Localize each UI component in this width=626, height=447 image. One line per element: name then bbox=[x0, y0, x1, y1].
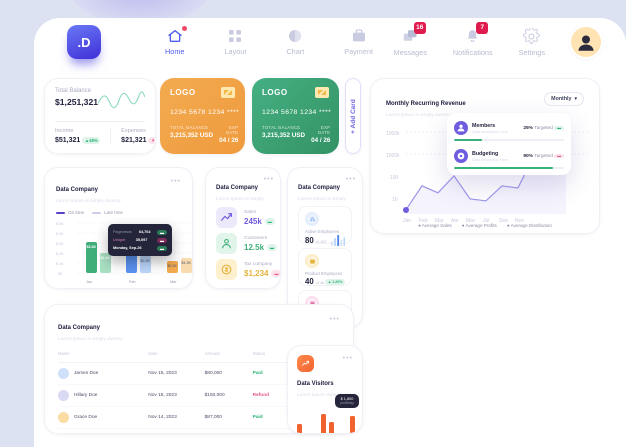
svg-text:10: 10 bbox=[392, 197, 398, 203]
svg-text:Apr: Apr bbox=[451, 218, 459, 222]
svg-text:Jan: Jan bbox=[403, 218, 411, 222]
svg-text:$3.3K: $3.3K bbox=[87, 245, 97, 249]
svg-text:Jul: Jul bbox=[483, 218, 489, 222]
svg-text:$ 2K: $ 2K bbox=[56, 252, 64, 256]
svg-text:$2.3K: $2.3K bbox=[141, 259, 151, 263]
svg-text:$ 1K: $ 1K bbox=[56, 262, 64, 266]
svg-text:Feb: Feb bbox=[419, 218, 428, 222]
svg-text:100: 100 bbox=[390, 175, 399, 181]
svg-text:$0.3K: $0.3K bbox=[168, 264, 178, 268]
svg-text:Mar: Mar bbox=[435, 218, 444, 222]
svg-text:Sep: Sep bbox=[499, 218, 508, 222]
svg-text:$ 4K: $ 4K bbox=[56, 232, 64, 236]
svg-text:$ 3K: $ 3K bbox=[56, 242, 64, 246]
svg-text:May: May bbox=[466, 218, 476, 222]
svg-text:$ 5K: $ 5K bbox=[56, 222, 64, 226]
svg-text:$0: $0 bbox=[58, 272, 62, 276]
svg-text:1000k: 1000k bbox=[386, 153, 400, 159]
svg-text:1000k: 1000k bbox=[386, 131, 400, 137]
svg-text:Nov: Nov bbox=[515, 218, 524, 222]
svg-text:Feb: Feb bbox=[129, 280, 136, 284]
svg-text:Mar: Mar bbox=[170, 280, 177, 284]
svg-text:$2.3K: $2.3K bbox=[101, 256, 111, 260]
svg-text:$1.3K: $1.3K bbox=[182, 261, 192, 265]
svg-text:Jan: Jan bbox=[86, 280, 92, 284]
